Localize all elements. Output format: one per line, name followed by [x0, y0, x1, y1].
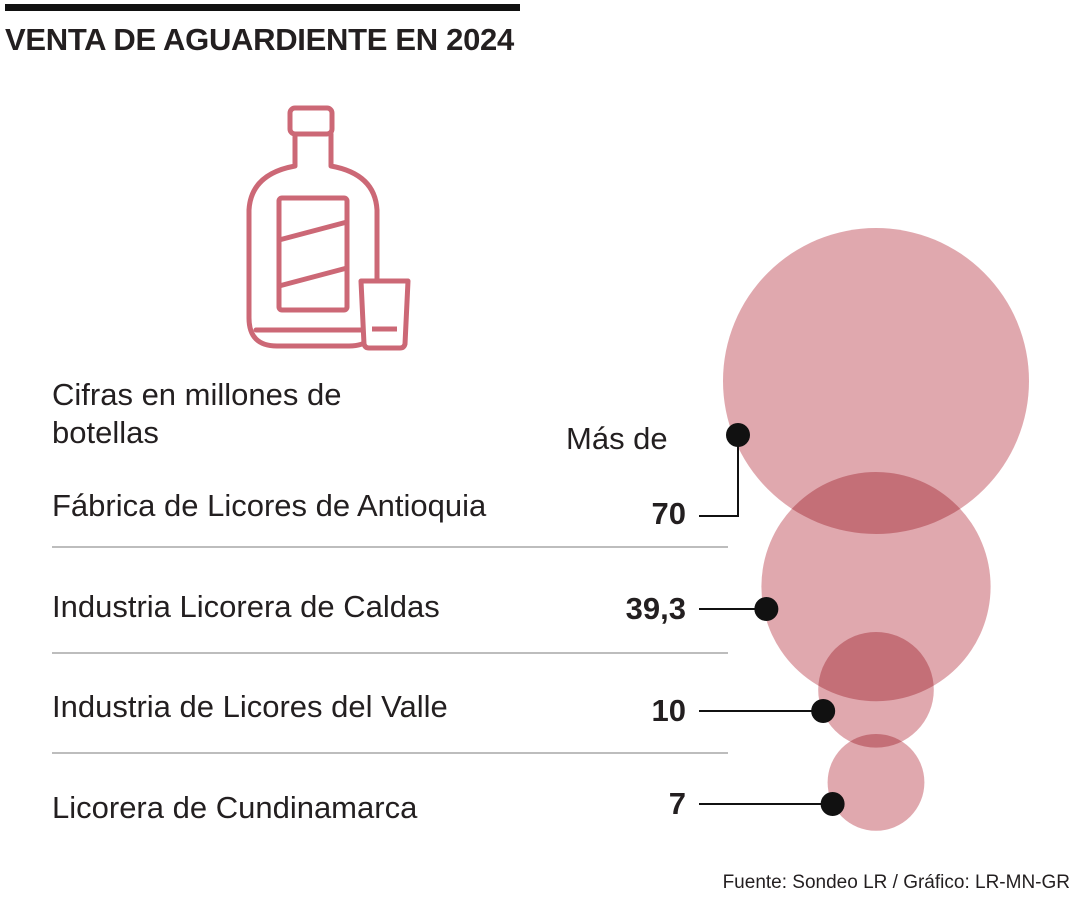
row-divider — [52, 752, 728, 754]
row-label-antioquia: Fábrica de Licores de Antioquia — [52, 488, 487, 523]
leader-dot-caldas — [754, 597, 779, 621]
row-value-cundinamarca: 7 — [668, 786, 686, 821]
row-label-caldas: Industria Licorera de Caldas — [52, 589, 440, 624]
row-label-valle: Industria de Licores del Valle — [52, 689, 448, 724]
bubble-caldas — [761, 471, 991, 702]
value-prefix: Más de — [566, 421, 668, 456]
row-value-valle: 10 — [651, 693, 686, 728]
bubble-antioquia — [723, 228, 1029, 534]
leader-dot-antioquia — [726, 423, 750, 447]
glass-icon — [358, 278, 411, 351]
leader-line-antioquia — [699, 435, 739, 517]
bubble-valle — [818, 632, 934, 748]
row-value-antioquia: 70 — [651, 496, 686, 531]
row-label-cundinamarca: Licorera de Cundinamarca — [52, 790, 418, 825]
row-divider — [52, 652, 728, 654]
leader-dot-cundinamarca — [820, 792, 845, 816]
bubble-group — [723, 228, 1029, 831]
row-divider — [52, 546, 728, 548]
row-value-caldas: 39,3 — [625, 591, 686, 626]
leader-group — [699, 423, 845, 816]
liquor-bottle-icon — [246, 105, 380, 349]
unit-label: Cifras en millones de botellas — [52, 377, 342, 450]
top-rule — [5, 4, 520, 11]
leader-dot-valle — [811, 699, 836, 723]
source-note: Fuente: Sondeo LR / Gráfico: LR-MN-GR — [722, 872, 1070, 893]
bubble-cundinamarca — [827, 734, 925, 831]
chart-title: VENTA DE AGUARDIENTE EN 2024 — [5, 22, 514, 57]
